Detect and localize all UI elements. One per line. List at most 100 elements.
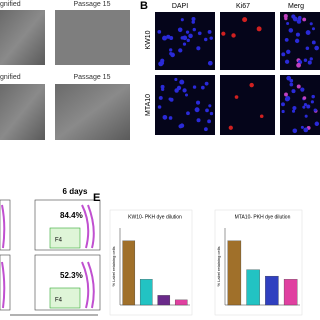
cell <box>160 61 165 65</box>
cell <box>296 62 301 68</box>
label: gnified <box>0 74 21 81</box>
cell <box>314 45 319 51</box>
fluorescence-image <box>220 75 275 135</box>
column-label: Ki67 <box>236 3 250 10</box>
cell <box>174 77 178 82</box>
cell <box>313 108 317 112</box>
gate <box>49 227 81 249</box>
gate-label: F4 <box>55 298 63 304</box>
cell <box>180 18 184 22</box>
cell <box>191 20 195 24</box>
cell <box>204 37 208 42</box>
population <box>1 204 6 309</box>
column-label: DAPI <box>172 3 188 10</box>
cell <box>311 94 315 99</box>
cell <box>182 42 187 46</box>
time-label: 6 days <box>63 187 88 196</box>
cell <box>310 100 314 104</box>
cell <box>281 109 285 114</box>
cell <box>157 29 162 34</box>
cell <box>168 116 173 120</box>
cell <box>300 125 304 129</box>
cell <box>196 46 201 51</box>
population <box>81 204 95 309</box>
cell <box>197 31 202 36</box>
cell <box>291 14 296 19</box>
bar <box>157 295 171 306</box>
fluorescence-image <box>155 75 215 135</box>
cell <box>294 38 300 44</box>
cell <box>174 88 179 93</box>
cell <box>285 95 291 101</box>
cell <box>162 114 168 120</box>
bar <box>265 275 279 306</box>
cell <box>302 17 307 22</box>
bar <box>122 240 136 306</box>
cell <box>283 14 288 19</box>
cell <box>303 127 309 133</box>
gate-label: F4 <box>55 238 63 244</box>
cell <box>309 22 313 26</box>
cell <box>286 49 291 54</box>
cell <box>259 114 264 118</box>
cell <box>168 97 172 101</box>
percent: 84.4% <box>60 211 83 220</box>
cell <box>311 40 316 45</box>
y-axis-label: % Label retaining cells <box>111 246 116 286</box>
cell <box>179 79 185 85</box>
cell <box>289 78 294 83</box>
cell <box>306 104 311 109</box>
cell <box>297 16 302 21</box>
cell <box>302 105 306 109</box>
cell <box>194 107 200 113</box>
micrograph <box>0 84 45 140</box>
cell <box>161 87 165 92</box>
label: Passage 15 <box>74 74 111 81</box>
cell <box>166 34 171 39</box>
y-axis-label: % Label retaining cells <box>216 246 221 286</box>
micrograph <box>55 10 130 65</box>
cell <box>291 109 296 113</box>
panel-label: E <box>93 192 100 204</box>
cell <box>208 104 212 108</box>
cell <box>307 60 312 65</box>
row-label: KW10 <box>145 30 152 49</box>
cell <box>281 52 286 57</box>
percent: 52.3% <box>60 271 83 280</box>
bar <box>246 269 260 306</box>
cell <box>303 58 308 62</box>
column-label: Merg <box>288 3 304 10</box>
cell <box>204 127 208 132</box>
micrograph <box>55 84 130 140</box>
cell <box>314 121 320 127</box>
cell <box>192 85 197 89</box>
cell <box>188 33 193 39</box>
cell <box>304 114 308 118</box>
cell <box>288 28 294 33</box>
cell <box>160 84 165 89</box>
cell <box>228 125 233 130</box>
cell <box>286 22 290 26</box>
cell <box>231 33 236 38</box>
cell <box>209 111 214 116</box>
cell <box>204 81 209 86</box>
cell <box>284 59 290 64</box>
cell <box>191 16 196 21</box>
fluorescence-image <box>280 75 320 135</box>
chart-title: KW10- PKH dye dilution <box>128 214 182 220</box>
cell <box>178 124 183 129</box>
cell <box>249 82 254 88</box>
cell <box>289 82 294 87</box>
cell <box>286 75 292 81</box>
cell <box>186 38 190 43</box>
cell <box>284 37 289 42</box>
cell <box>205 108 209 113</box>
cell <box>157 105 162 109</box>
cell <box>284 16 288 21</box>
cell <box>192 27 196 32</box>
panel-label: B <box>140 0 148 12</box>
cell <box>303 102 308 107</box>
cell <box>184 93 189 97</box>
micrograph <box>0 10 45 65</box>
cell <box>256 26 262 32</box>
